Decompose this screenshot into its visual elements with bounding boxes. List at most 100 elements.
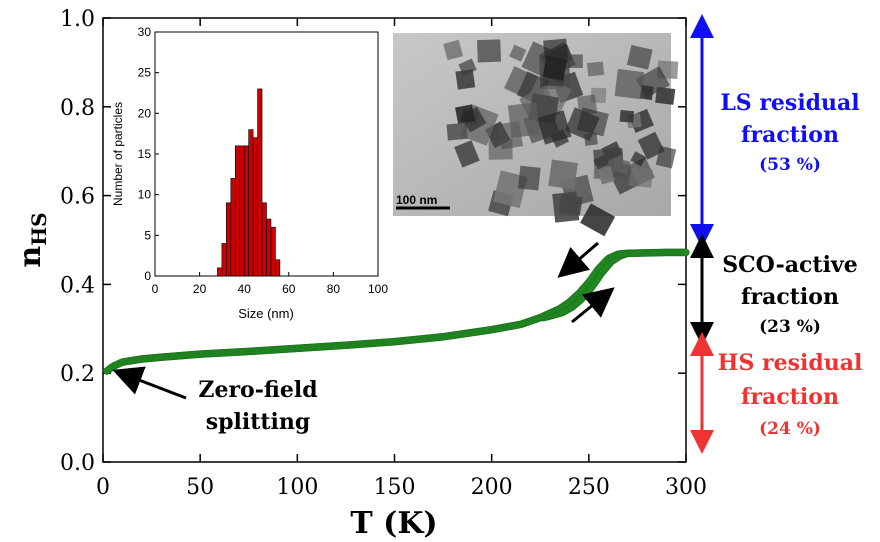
- histogram-x-tick-label: 60: [282, 282, 296, 296]
- hs-label-line1: HS residual: [718, 350, 863, 376]
- histogram-bar: [239, 145, 245, 277]
- histogram-y-tick-label: 10: [138, 188, 152, 202]
- main-x-axis-label: T (K): [350, 506, 437, 541]
- histogram-bar: [230, 178, 236, 277]
- histogram-x-tick-label: 100: [368, 282, 388, 296]
- micrograph-particle: [629, 167, 654, 188]
- histogram-bar: [221, 243, 227, 277]
- main-x-tick-label: 100: [276, 475, 318, 500]
- micrograph-particle: [552, 191, 580, 223]
- micrograph-particle: [655, 145, 677, 169]
- ls-label-line2: fraction: [741, 122, 839, 148]
- histogram-y-axis-label: Number of particles: [111, 102, 125, 206]
- main-x-tick-label: 150: [374, 475, 416, 500]
- micrograph-particle: [543, 38, 568, 60]
- hs-label-line2: fraction: [741, 384, 839, 410]
- ls-label-percent: (53 %): [759, 155, 821, 175]
- main-x-tick-label: 0: [96, 475, 110, 500]
- main-y-axis-label-subscript: HS: [27, 212, 51, 245]
- hs-fraction-label: HS residual fraction (24 %): [718, 350, 863, 439]
- main-x-tick-label: 250: [568, 475, 610, 500]
- micrograph-particle: [443, 39, 464, 61]
- main-y-tick-label: 0.6: [60, 185, 95, 210]
- zero-field-label-line2: splitting: [206, 409, 311, 435]
- main-x-tick-label: 200: [471, 475, 513, 500]
- micrograph-particle: [542, 55, 568, 81]
- histogram-x-tick-label: 40: [238, 282, 252, 296]
- micrograph-particle: [477, 39, 502, 63]
- main-y-tick-label: 0.0: [60, 451, 95, 476]
- micrograph-particle: [518, 165, 541, 191]
- micrograph-particle: [580, 203, 616, 237]
- histogram-bar: [252, 137, 258, 277]
- svg-text:nHS: nHS: [13, 212, 51, 267]
- main-y-tick-label: 0.4: [60, 273, 95, 298]
- micrograph-particle: [635, 66, 670, 99]
- main-x-tick-label: 300: [665, 475, 707, 500]
- micrograph-particle: [548, 159, 578, 190]
- micrograph-particle: [655, 86, 676, 105]
- histogram-bar: [275, 259, 281, 277]
- sco-fraction-label: SCO-active fraction (23 %): [722, 252, 857, 337]
- micrograph-particle: [586, 61, 605, 77]
- main-x-tick-label: 50: [186, 475, 214, 500]
- micrograph-particle: [446, 122, 468, 141]
- main-data-points: [103, 248, 690, 375]
- main-y-axis-label: n: [13, 246, 48, 268]
- micrograph-particle: [612, 157, 631, 175]
- zero-field-arrow: [112, 366, 187, 400]
- main-y-tick-label: 0.8: [60, 96, 95, 121]
- micrograph-particle: [601, 141, 623, 162]
- histogram-x-tick-label: 80: [327, 282, 341, 296]
- histogram-y-tick-label: 30: [138, 25, 152, 39]
- tem-micrograph: 100 nm: [393, 33, 679, 237]
- micrograph-scale-label: 100 nm: [396, 193, 437, 207]
- histogram-axis-ticks: 0 20 40 60 80 100 0 5 10 15 20 25 30: [138, 25, 389, 296]
- main-y-tick-label: 1.0: [60, 7, 95, 32]
- micrograph-particle: [509, 44, 527, 62]
- histogram-x-axis-label: Size (nm): [238, 306, 294, 321]
- micrograph-particle: [493, 170, 528, 209]
- micrograph-particle: [537, 110, 572, 145]
- histogram-bar: [226, 202, 232, 277]
- histogram-y-tick-label: 15: [138, 147, 152, 161]
- histogram-bar: [217, 267, 223, 277]
- histogram-bar: [248, 129, 254, 277]
- sco-label-percent: (23 %): [759, 317, 821, 337]
- micrograph-particle: [637, 131, 665, 160]
- histogram-bar: [270, 226, 276, 277]
- micrograph-particles: [443, 38, 679, 237]
- micrograph-particle: [593, 154, 609, 170]
- micrograph-particle: [454, 140, 480, 168]
- histogram-bar: [257, 88, 263, 277]
- histogram-bar: [243, 145, 249, 277]
- micrograph-particle: [597, 166, 616, 185]
- micrograph-particle: [507, 102, 540, 138]
- histogram-y-tick-label: 25: [138, 66, 152, 80]
- micrograph-particle: [614, 68, 645, 100]
- heating-direction-arrow: [571, 287, 615, 324]
- histogram-bars: [217, 88, 281, 277]
- micrograph-particle: [460, 106, 487, 133]
- micrograph-particle: [455, 69, 476, 90]
- ls-label-line1: LS residual: [720, 90, 859, 116]
- data-point: [681, 248, 690, 257]
- main-y-tick-label: 0.2: [60, 362, 95, 387]
- histogram-x-tick-label: 0: [152, 282, 159, 296]
- cooling-direction-arrow: [557, 241, 599, 278]
- histogram-y-tick-label: 20: [138, 106, 152, 120]
- micrograph-particle: [626, 44, 653, 70]
- sco-label-line2: fraction: [741, 284, 839, 310]
- micrograph-particle: [619, 110, 635, 123]
- main-y-axis-label-group: nHS: [13, 212, 51, 267]
- histogram-y-tick-label: 5: [144, 228, 151, 242]
- histogram-x-tick-label: 20: [193, 282, 207, 296]
- zero-field-label-line1: Zero-field: [198, 377, 317, 403]
- ls-fraction-label: LS residual fraction (53 %): [720, 90, 859, 175]
- histogram-y-tick-label: 0: [144, 269, 151, 283]
- micrograph-particle: [630, 151, 647, 167]
- histogram-bar: [261, 202, 267, 277]
- histogram-bar: [234, 145, 241, 277]
